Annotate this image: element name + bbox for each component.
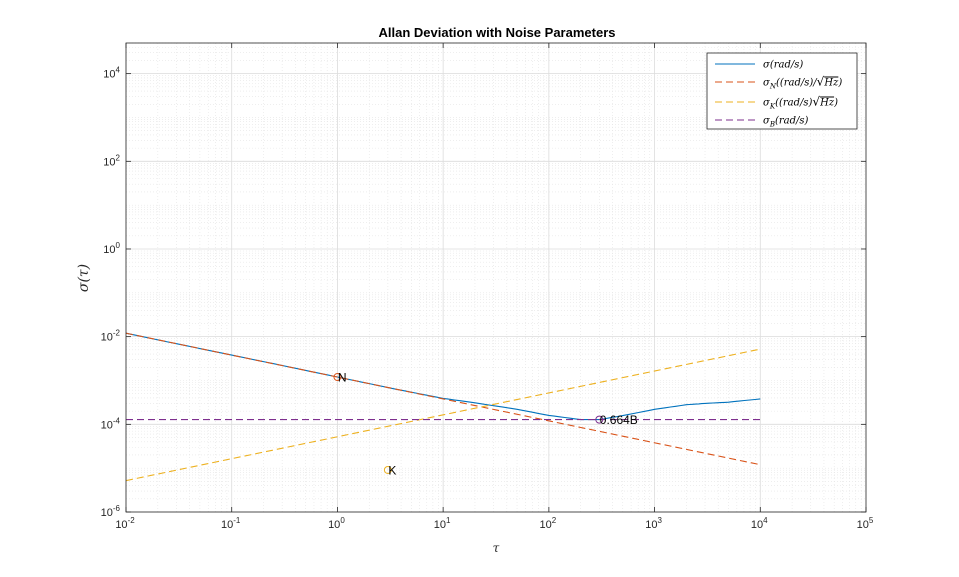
chart-title: Allan Deviation with Noise Parameters bbox=[379, 25, 616, 40]
legend: σ(rad/s) σN((rad/s)/√Hz) σK((rad/s)√Hz) σB(… bbox=[706, 52, 858, 130]
annotation-marker-0 bbox=[333, 373, 342, 382]
legend-box bbox=[706, 52, 858, 130]
annotation-label-1: K bbox=[388, 463, 396, 477]
series-line-0 bbox=[125, 332, 761, 421]
x-tick-label: 100 bbox=[328, 516, 345, 531]
x-axis-ticks: 10-2 10-1 100 101 102 103 104 105 bbox=[115, 43, 874, 531]
y-tick-label: 10-6 bbox=[101, 504, 121, 519]
legend-entry-3: σB(rad/s) bbox=[763, 116, 809, 129]
y-tick-label: 100 bbox=[103, 241, 120, 256]
y-tick-label: 10-4 bbox=[101, 416, 121, 431]
x-tick-label: 105 bbox=[857, 516, 874, 531]
series-layer bbox=[125, 332, 761, 482]
x-tick-label: 10-1 bbox=[221, 516, 241, 531]
series-line-1 bbox=[125, 332, 761, 466]
legend-entry-0: σ(rad/s) bbox=[763, 60, 803, 71]
x-tick-label: 101 bbox=[434, 516, 451, 531]
annotation-marker-1 bbox=[383, 465, 392, 474]
x-tick-label: 104 bbox=[751, 516, 768, 531]
annotation-label-0: N bbox=[338, 371, 347, 385]
series-line-2 bbox=[125, 348, 761, 482]
y-tick-label: 102 bbox=[103, 153, 120, 168]
y-axis-label: σ(τ) bbox=[76, 264, 92, 292]
annotation-marker-2 bbox=[595, 415, 604, 424]
x-tick-label: 103 bbox=[645, 516, 662, 531]
grid bbox=[125, 42, 866, 513]
y-axis-ticks: 10-6 10-4 10-2 100 102 104 bbox=[101, 66, 866, 519]
annotation-label-2: 0.664B bbox=[600, 413, 638, 427]
x-tick-label: 10-2 bbox=[115, 516, 135, 531]
legend-entry-1: σN((rad/s)/√Hz) bbox=[763, 75, 842, 91]
legend-entry-2: σK((rad/s)√Hz) bbox=[763, 95, 838, 111]
plot-area-frame bbox=[125, 42, 867, 513]
y-tick-label: 10-2 bbox=[101, 329, 121, 344]
y-tick-label: 104 bbox=[103, 66, 120, 81]
x-axis-label: τ bbox=[493, 541, 500, 555]
x-tick-label: 102 bbox=[540, 516, 557, 531]
annotations: N K 0.664B bbox=[333, 371, 638, 477]
